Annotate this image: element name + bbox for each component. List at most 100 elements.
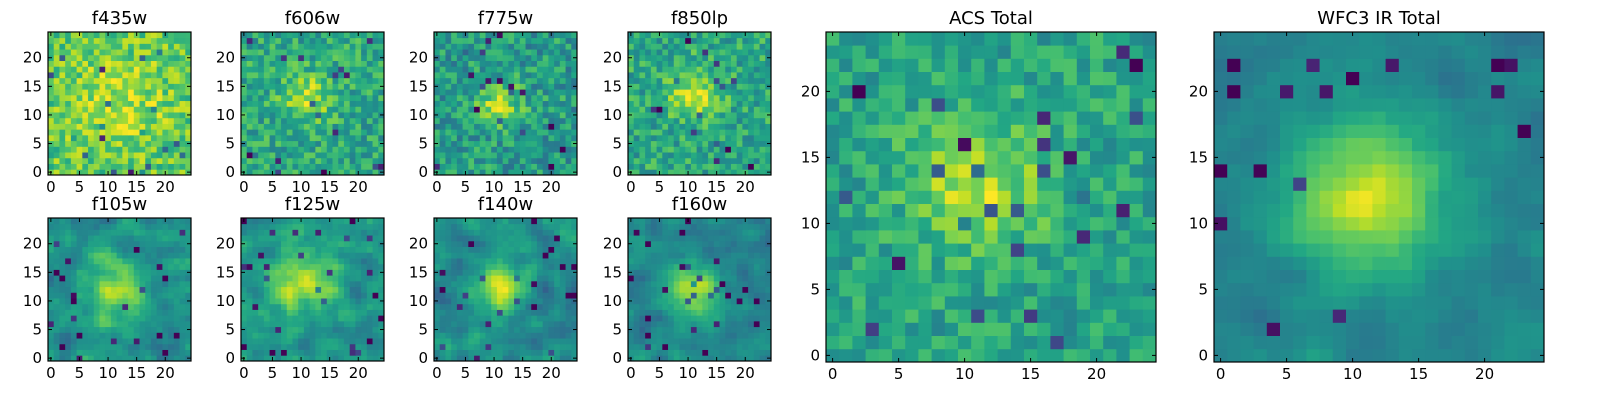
heatmap-cell [309, 37, 316, 44]
heatmap-cell [65, 275, 72, 282]
heatmap-cell [65, 326, 72, 333]
heatmap-cell [82, 349, 89, 356]
heatmap-cell [88, 32, 95, 39]
heatmap-cell [303, 129, 311, 136]
heatmap-cell [662, 117, 669, 124]
heatmap-cell [366, 280, 373, 288]
heatmap-cell [742, 112, 749, 119]
heatmap-cell [76, 123, 83, 130]
heatmap-cell [321, 169, 328, 176]
heatmap-cell [99, 349, 106, 356]
heatmap-cell [702, 320, 709, 328]
heatmap-cell [742, 275, 749, 282]
heatmap-cell [281, 343, 288, 350]
heatmap-cell [355, 320, 362, 328]
heatmap-cell [508, 112, 515, 119]
heatmap-cell [633, 303, 640, 310]
heatmap-cell [258, 100, 265, 107]
heatmap-cell [525, 309, 532, 316]
heatmap-cell [748, 157, 755, 164]
heatmap-cell [343, 332, 351, 339]
heatmap-cell [59, 157, 66, 164]
heatmap-cell [361, 280, 368, 288]
heatmap-cell [321, 112, 328, 119]
heatmap-cell [736, 117, 743, 124]
heatmap-cell [361, 163, 368, 170]
heatmap-cell [719, 89, 726, 96]
heatmap-cell [343, 94, 351, 102]
heatmap-cell [514, 169, 521, 176]
heatmap-cell [378, 146, 385, 153]
heatmap-cell [565, 240, 572, 247]
heatmap-cell [748, 169, 755, 176]
heatmap-cell [263, 146, 270, 153]
heatmap-cell [565, 229, 572, 236]
heatmap-cell [48, 157, 55, 164]
heatmap-cell [485, 286, 492, 293]
heatmap-cell [536, 355, 544, 362]
heatmap-cell [531, 94, 538, 102]
heatmap-cell [639, 169, 646, 176]
heatmap-cell [468, 163, 475, 170]
heatmap-cell [519, 252, 526, 259]
heatmap-cell [565, 49, 572, 56]
heatmap-cell [474, 72, 481, 79]
heatmap-cell [70, 355, 77, 362]
heatmap-cell [725, 49, 732, 56]
heatmap-cell [571, 229, 578, 236]
heatmap-cell [241, 117, 248, 124]
heatmap-cell [53, 332, 60, 339]
heatmap-cell [258, 54, 265, 61]
heatmap-cell [116, 320, 123, 328]
heatmap-cell [725, 32, 732, 39]
heatmap-cell [133, 123, 140, 130]
heatmap-cell [559, 315, 566, 322]
heatmap-cell [156, 229, 163, 236]
heatmap-cell [156, 140, 163, 147]
heatmap-cell [742, 89, 749, 96]
heatmap-cell [633, 89, 640, 96]
heatmap-cell [59, 37, 66, 44]
heatmap-cell [321, 258, 328, 265]
heatmap-cell [628, 72, 635, 79]
heatmap-cell [502, 117, 509, 124]
y-tick-label: 0 [225, 163, 235, 181]
heatmap-cell [554, 218, 561, 225]
heatmap-cell [150, 106, 158, 113]
heatmap-cell [82, 315, 89, 322]
heatmap-cell [668, 326, 675, 333]
heatmap-cell [332, 338, 339, 345]
heatmap-cell [263, 240, 270, 247]
heatmap-cell [434, 129, 441, 136]
heatmap-cell [286, 169, 293, 176]
y-tick-label: 20 [409, 235, 428, 253]
heatmap-cell [690, 303, 698, 310]
heatmap-cell [753, 303, 760, 310]
heatmap-cell [502, 252, 509, 259]
heatmap-cell [309, 77, 316, 84]
heatmap-cell [241, 223, 248, 230]
heatmap-cell [485, 355, 492, 362]
heatmap-cell [252, 298, 259, 305]
heatmap-cell [286, 286, 293, 293]
heatmap-cell [696, 152, 703, 159]
heatmap-cell [168, 100, 175, 107]
heatmap-cell [462, 106, 469, 113]
heatmap-cell [445, 326, 452, 333]
heatmap-cell [468, 326, 475, 333]
heatmap-cell [281, 298, 288, 305]
heatmap-cell [93, 338, 100, 345]
heatmap-cell [122, 332, 129, 339]
heatmap-cell [372, 123, 379, 130]
heatmap-cell [145, 60, 152, 67]
heatmap-cell [474, 292, 481, 299]
heatmap-cell [258, 43, 265, 50]
heatmap-cell [48, 332, 55, 339]
heatmap-cell [128, 66, 135, 73]
heatmap-cell [281, 355, 288, 362]
heatmap-cell [185, 60, 192, 67]
heatmap-cell [462, 298, 469, 305]
heatmap-cell [343, 123, 351, 130]
heatmap-cell [525, 355, 532, 362]
heatmap-cell [133, 252, 140, 259]
